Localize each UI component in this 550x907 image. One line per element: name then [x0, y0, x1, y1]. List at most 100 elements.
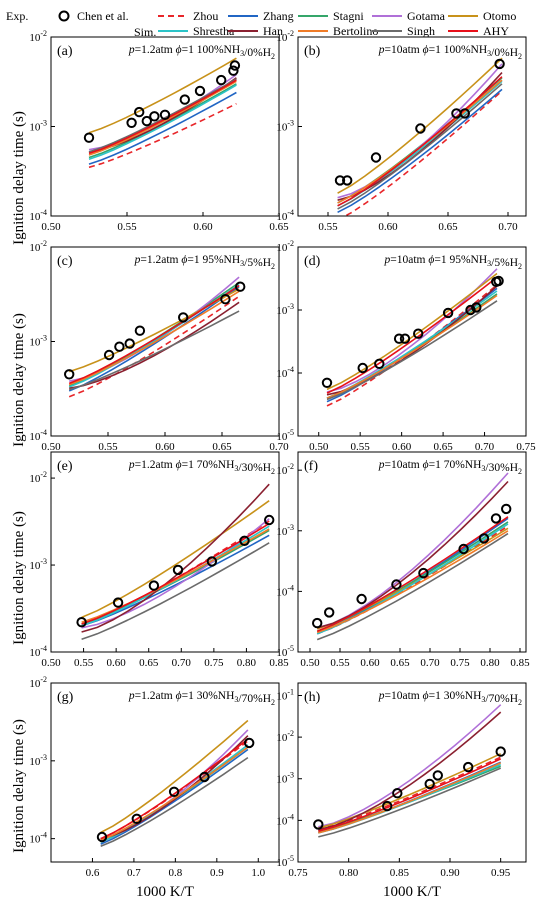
- x-tick-label: 0.60: [107, 657, 127, 669]
- sim-line-otomo: [88, 57, 237, 134]
- sim-line-zhou: [68, 295, 240, 398]
- sim-line-han: [81, 483, 270, 633]
- x-tick-label: 0.9: [210, 867, 224, 879]
- exp-point: [126, 117, 137, 129]
- y-tick-label: 10-5: [276, 428, 294, 443]
- exp-point: [194, 85, 206, 97]
- x-tick-label: 0.50: [41, 221, 61, 233]
- y-tick-label: 10-2: [276, 239, 294, 254]
- exp-point: [495, 746, 506, 757]
- exp-point: [418, 567, 429, 579]
- x-tick-label: 0.95: [491, 867, 511, 879]
- exp-point: [313, 819, 324, 830]
- exp-point: [216, 74, 227, 86]
- sim-line-gotama: [326, 268, 498, 393]
- exp-point: [178, 312, 189, 323]
- x-tick-label: 0.90: [440, 867, 460, 879]
- panel-condition: p=10atm ϕ=1 30%NH3/70%H2: [378, 690, 522, 707]
- x-tick-label: 0.80: [339, 867, 359, 879]
- sim-line-singh: [337, 83, 503, 210]
- exp-point: [382, 800, 393, 812]
- exp-point: [159, 109, 171, 121]
- y-tick-label: 10-2: [29, 239, 47, 254]
- exp-point: [370, 152, 382, 163]
- sim-line-ahy: [100, 738, 249, 840]
- x-tick-label: 0.65: [390, 657, 410, 669]
- exp-point: [141, 115, 153, 127]
- x-axis-label: 1000 K/T: [136, 884, 194, 900]
- x-tick-label: 0.85: [269, 657, 289, 669]
- exp-point: [465, 304, 476, 316]
- exp-point: [493, 275, 504, 287]
- exp-point: [96, 831, 108, 843]
- exp-point: [399, 333, 411, 344]
- x-tick-label: 0.70: [475, 441, 495, 453]
- x-tick-label: 0.70: [172, 657, 192, 669]
- sim-line-gotama: [100, 729, 249, 840]
- panel-label: (a): [57, 44, 73, 59]
- y-tick-label: 10-3: [29, 334, 47, 349]
- sim-line-bertolino: [318, 762, 502, 834]
- x-tick-label: 0.85: [510, 657, 530, 669]
- exp-point: [458, 543, 469, 555]
- panel-label: (h): [304, 690, 321, 705]
- exp-point: [235, 281, 246, 292]
- y-tick-label: 10-3: [276, 119, 294, 134]
- sim-line-ahy: [318, 758, 502, 832]
- sim-line-bertolino: [326, 294, 498, 399]
- exp-point: [244, 737, 255, 749]
- exp-point: [124, 338, 135, 349]
- x-tick-label: 0.75: [288, 867, 308, 879]
- sim-line-zhang: [68, 286, 240, 392]
- panel-f: 0.50 0.55 0.60 0.65 0.70 0.75 0.80 0.85 10-5 10-4…: [276, 451, 530, 669]
- exp-point: [134, 106, 145, 118]
- legend-label-zhang: Zhang: [263, 9, 294, 23]
- x-tick-label: 0.65: [438, 221, 458, 233]
- x-tick-label: 0.55: [117, 221, 137, 233]
- exp-point: [131, 813, 143, 824]
- exp-point: [490, 513, 502, 524]
- panel-condition: p=10atm ϕ=1 70%NH3/30%H2: [378, 459, 522, 476]
- x-tick-label: 0.65: [139, 657, 159, 669]
- axes-frame: [50, 682, 280, 863]
- exp-point: [321, 377, 333, 388]
- x-tick-label: 0.70: [498, 221, 518, 233]
- exp-point: [424, 778, 435, 790]
- y-tick-label: 10-1: [276, 687, 294, 702]
- legend-label-shrestha: Shrestha: [193, 24, 235, 38]
- panel-condition: p=10atm ϕ=1 95%NH3/5%H2: [384, 254, 522, 271]
- exp-point: [134, 325, 146, 336]
- sim-line-otomo: [100, 719, 249, 834]
- exp-point: [432, 770, 443, 781]
- sim-line-otomo: [326, 272, 498, 391]
- x-tick-label: 0.60: [193, 221, 213, 233]
- panel-condition: p=1.2atm ϕ=1 100%NH3/0%H2: [128, 44, 275, 61]
- sim-line-zhou: [88, 102, 237, 169]
- x-tick-label: 0.60: [392, 441, 412, 453]
- y-tick-label: 10-4: [29, 428, 47, 443]
- axes-frame: [297, 36, 527, 217]
- y-axis-label-row-3: Ignition delay time (s): [11, 511, 27, 645]
- exp-point: [76, 617, 87, 628]
- panel-condition: p=1.2atm ϕ=1 95%NH3/5%H2: [134, 254, 275, 271]
- panel-a: 0.50 0.55 0.60 0.65 10-4 10-3 10-2 (a) p=1.2atm …: [29, 29, 289, 233]
- exp-point: [415, 123, 426, 134]
- exp-point: [393, 333, 405, 344]
- sim-line-bertolino: [316, 530, 509, 634]
- exp-point: [239, 535, 250, 546]
- sim-line-singh: [318, 767, 502, 838]
- exp-point: [463, 761, 474, 773]
- exp-point: [442, 307, 454, 319]
- sim-line-ahy: [88, 79, 237, 155]
- sim-line-zhang: [100, 748, 249, 845]
- exp-point: [149, 111, 160, 122]
- sim-line-zhang: [88, 91, 237, 165]
- x-tick-label: 0.70: [269, 441, 289, 453]
- exp-point: [206, 556, 218, 567]
- sim-line-singh: [68, 310, 240, 391]
- x-tick-label: 0.60: [378, 221, 398, 233]
- sim-line-otomo: [318, 752, 502, 829]
- exp-point: [356, 593, 367, 605]
- y-axis-label-row-1: Ignition delay time (s): [11, 111, 27, 245]
